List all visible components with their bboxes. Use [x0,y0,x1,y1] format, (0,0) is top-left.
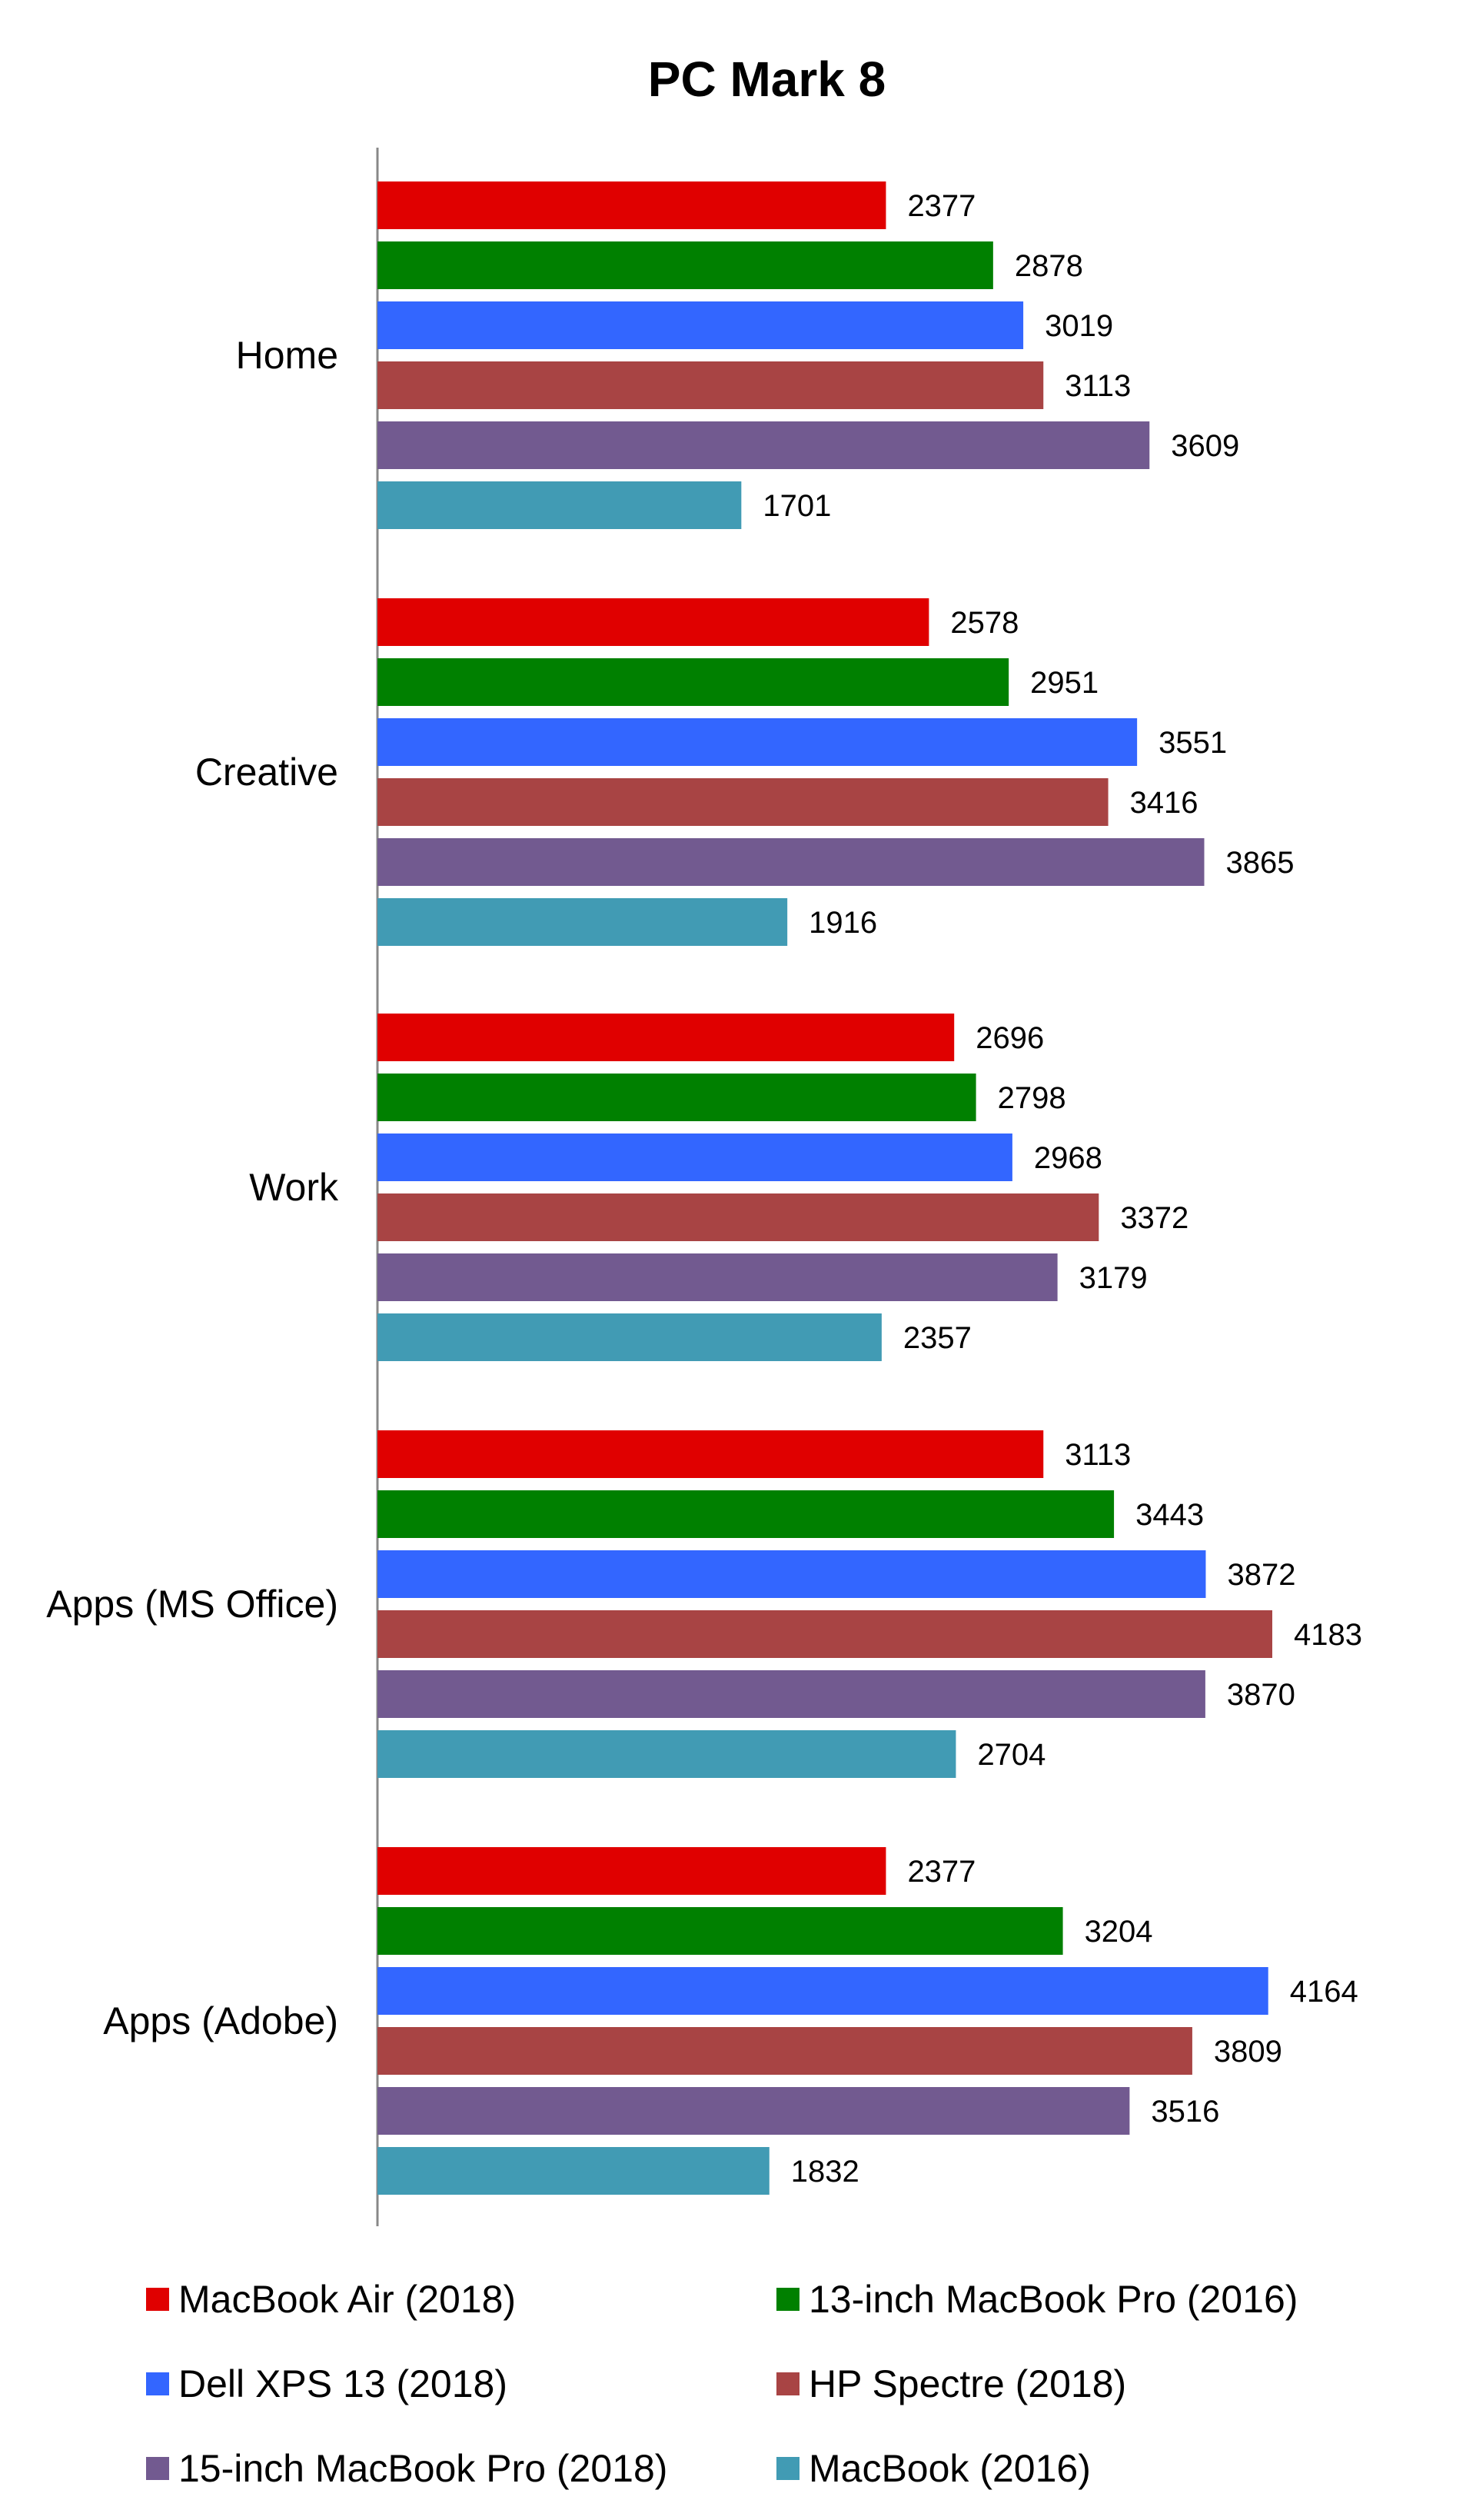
bar-4-4 [377,2087,1130,2135]
value-label-0-5: 1701 [763,489,831,523]
value-label-4-4: 3516 [1151,2095,1219,2129]
value-label-1-5: 1916 [809,906,877,940]
bar-3-0 [377,1430,1044,1478]
value-label-0-2: 3019 [1045,309,1113,343]
value-label-3-3: 4183 [1294,1618,1362,1652]
value-label-1-1: 2951 [1030,666,1099,700]
value-label-3-4: 3870 [1227,1678,1295,1712]
category-labels-layer: Home Creative Work Apps (MS Office) Apps (Ad… [46,334,339,2042]
category-label-3: Apps (MS Office) [46,1583,338,1626]
bar-4-1 [377,1907,1063,1955]
value-label-4-0: 2377 [907,1855,976,1889]
bar-4-2 [377,1967,1268,2015]
legend-swatch-2 [146,2372,169,2395]
legend-label-1: 13-inch MacBook Pro (2016) [809,2278,1298,2321]
bar-2-4 [377,1253,1058,1301]
category-label-0: Home [236,334,338,377]
bar-4-5 [377,2147,770,2195]
legend-label-2: Dell XPS 13 (2018) [178,2362,508,2405]
value-label-2-0: 2696 [976,1021,1044,1055]
value-label-3-2: 3872 [1227,1558,1295,1592]
legend-label-3: HP Spectre (2018) [809,2362,1127,2405]
value-label-0-1: 2878 [1015,249,1083,283]
value-label-4-5: 1832 [791,2155,859,2189]
value-label-3-5: 2704 [977,1738,1046,1772]
value-label-2-4: 3179 [1079,1261,1148,1295]
bar-3-1 [377,1490,1115,1538]
bar-3-4 [377,1670,1205,1718]
legend-item-1: 13-inch MacBook Pro (2016) [776,2276,1407,2322]
value-label-3-1: 3443 [1135,1498,1204,1532]
value-label-4-1: 3204 [1085,1915,1153,1949]
bar-1-3 [377,778,1109,826]
bar-3-2 [377,1550,1206,1598]
bars-layer [377,181,1272,2195]
category-label-4: Apps (Adobe) [103,1999,338,2042]
category-label-1: Creative [195,751,338,794]
bar-1-4 [377,838,1205,886]
value-label-0-4: 3609 [1171,429,1239,463]
bar-2-5 [377,1313,882,1361]
bar-4-3 [377,2027,1192,2075]
bar-0-5 [377,481,742,529]
value-label-0-3: 3113 [1065,369,1131,403]
bar-1-0 [377,598,929,646]
bar-2-0 [377,1014,955,1061]
legend-item-5: MacBook (2016) [776,2445,1407,2492]
bar-0-0 [377,181,886,229]
bar-4-0 [377,1847,886,1895]
value-label-2-3: 3372 [1120,1201,1188,1235]
legend-swatch-0 [146,2288,169,2311]
chart-title: PC Mark 8 [647,52,886,107]
value-label-0-0: 2377 [907,189,976,223]
legend-item-2: Dell XPS 13 (2018) [146,2361,776,2407]
bar-2-2 [377,1134,1012,1181]
bar-0-3 [377,361,1044,409]
bar-2-3 [377,1193,1099,1241]
bar-3-3 [377,1610,1272,1658]
bar-1-1 [377,658,1009,706]
value-label-4-3: 3809 [1214,2035,1282,2069]
legend: MacBook Air (2018) 13-inch MacBook Pro (2… [146,2276,1453,2492]
category-label-2: Work [249,1166,339,1209]
legend-label-4: 15-inch MacBook Pro (2018) [178,2447,668,2490]
bar-1-5 [377,898,788,946]
bar-0-2 [377,301,1024,349]
legend-swatch-5 [776,2457,800,2480]
legend-item-4: 15-inch MacBook Pro (2018) [146,2445,776,2492]
value-label-1-4: 3865 [1226,846,1295,880]
bar-1-2 [377,718,1138,766]
value-label-2-2: 2968 [1034,1141,1102,1175]
legend-swatch-4 [146,2457,169,2480]
legend-item-3: HP Spectre (2018) [776,2361,1407,2407]
value-label-3-0: 3113 [1065,1438,1131,1472]
legend-item-0: MacBook Air (2018) [146,2276,776,2322]
value-label-2-5: 2357 [903,1321,972,1355]
value-label-1-2: 3551 [1159,726,1227,760]
bar-0-1 [377,241,993,289]
legend-label-5: MacBook (2016) [809,2447,1091,2490]
value-label-1-3: 3416 [1130,786,1198,820]
value-label-1-0: 2578 [950,606,1019,640]
bar-2-1 [377,1074,976,1121]
bar-3-5 [377,1730,956,1778]
bar-chart: 2377 2878 3019 3113 3609 1701 2578 2951 3551 3416… [46,148,1362,2226]
value-label-4-2: 4164 [1290,1975,1358,2009]
legend-swatch-3 [776,2372,800,2395]
legend-label-0: MacBook Air (2018) [178,2278,517,2321]
value-labels-layer: 2377 2878 3019 3113 3609 1701 2578 2951 3551 3416… [763,189,1362,2189]
bar-0-4 [377,421,1150,469]
value-label-2-1: 2798 [998,1081,1066,1115]
legend-swatch-1 [776,2288,800,2311]
